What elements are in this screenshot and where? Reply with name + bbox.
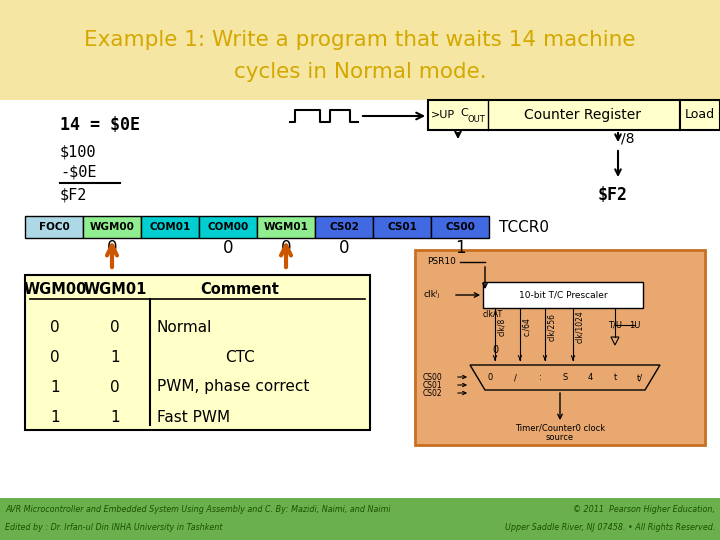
Bar bbox=[141, 216, 199, 238]
Bar bbox=[483, 282, 643, 308]
Text: 1: 1 bbox=[110, 349, 120, 364]
Text: CS00: CS00 bbox=[423, 373, 443, 381]
Text: 0: 0 bbox=[107, 239, 117, 257]
Text: :: : bbox=[539, 374, 541, 382]
Text: 14 = $0E: 14 = $0E bbox=[60, 116, 140, 134]
Text: source: source bbox=[546, 434, 574, 442]
Text: WGM01: WGM01 bbox=[84, 281, 147, 296]
Text: © 2011  Pearson Higher Education,: © 2011 Pearson Higher Education, bbox=[573, 505, 715, 515]
Bar bbox=[83, 216, 141, 238]
Bar bbox=[25, 275, 370, 430]
Text: Timer/Counter0 clock: Timer/Counter0 clock bbox=[515, 423, 605, 433]
Text: t: t bbox=[613, 374, 616, 382]
Text: 1: 1 bbox=[50, 380, 60, 395]
Text: Fast PWM: Fast PWM bbox=[157, 409, 230, 424]
Text: Example 1: Write a program that waits 14 machine: Example 1: Write a program that waits 14… bbox=[84, 30, 636, 50]
Text: WGM00: WGM00 bbox=[89, 222, 135, 232]
Text: TCCR0: TCCR0 bbox=[499, 219, 549, 234]
Text: clkᴵⱼ: clkᴵⱼ bbox=[423, 291, 439, 300]
Text: COM01: COM01 bbox=[149, 222, 191, 232]
Bar bbox=[428, 100, 680, 130]
Text: /8: /8 bbox=[621, 131, 634, 145]
Bar bbox=[680, 100, 720, 130]
Text: -$0E: -$0E bbox=[60, 165, 96, 179]
Text: CS01: CS01 bbox=[423, 381, 443, 389]
Text: 0: 0 bbox=[50, 349, 60, 364]
Text: clk/256: clk/256 bbox=[547, 313, 556, 341]
Text: Counter Register: Counter Register bbox=[524, 108, 642, 122]
Text: T/U: T/U bbox=[608, 321, 622, 329]
Bar bbox=[25, 216, 83, 238]
Text: Edited by : Dr. Irfan-ul Din INHA University in Tashkent: Edited by : Dr. Irfan-ul Din INHA Univer… bbox=[5, 523, 222, 531]
Text: 0: 0 bbox=[338, 239, 349, 257]
Text: OUT: OUT bbox=[468, 114, 486, 124]
Text: FOC0: FOC0 bbox=[39, 222, 69, 232]
Bar bbox=[315, 216, 373, 238]
Bar bbox=[0, 0, 720, 100]
Text: 0: 0 bbox=[281, 239, 292, 257]
Text: $F2: $F2 bbox=[60, 187, 87, 202]
Text: S: S bbox=[562, 374, 567, 382]
Text: COM00: COM00 bbox=[207, 222, 248, 232]
Text: CS01: CS01 bbox=[387, 222, 417, 232]
Text: Comment: Comment bbox=[201, 281, 279, 296]
Bar bbox=[0, 498, 720, 540]
Text: 0: 0 bbox=[110, 380, 120, 395]
Text: CS02: CS02 bbox=[423, 388, 443, 397]
Text: WGM00: WGM00 bbox=[23, 281, 86, 296]
Text: 1: 1 bbox=[110, 409, 120, 424]
Text: 0: 0 bbox=[110, 320, 120, 334]
Bar bbox=[431, 216, 489, 238]
Text: >UP: >UP bbox=[431, 110, 455, 120]
Text: PSR10: PSR10 bbox=[427, 258, 456, 267]
Bar bbox=[199, 216, 257, 238]
Bar bbox=[257, 216, 315, 238]
Text: C: C bbox=[460, 108, 468, 118]
Text: clk/1024: clk/1024 bbox=[575, 310, 584, 343]
Text: 1U: 1U bbox=[629, 321, 640, 329]
Text: $100: $100 bbox=[60, 145, 96, 159]
Text: 4: 4 bbox=[588, 374, 593, 382]
Text: clkAT: clkAT bbox=[483, 310, 503, 319]
Text: 0: 0 bbox=[50, 320, 60, 334]
Text: t/: t/ bbox=[637, 374, 643, 382]
Text: CS00: CS00 bbox=[445, 222, 475, 232]
Text: Load: Load bbox=[685, 109, 715, 122]
Text: Normal: Normal bbox=[157, 320, 212, 334]
Text: Upper Saddle River, NJ 07458. • All Rights Reserved.: Upper Saddle River, NJ 07458. • All Righ… bbox=[505, 523, 715, 531]
Text: $F2: $F2 bbox=[598, 186, 628, 204]
Bar bbox=[373, 216, 431, 238]
Bar bbox=[0, 100, 720, 498]
Text: CS02: CS02 bbox=[329, 222, 359, 232]
Text: CTC: CTC bbox=[225, 349, 255, 364]
Text: cycles in Normal mode.: cycles in Normal mode. bbox=[234, 62, 486, 82]
Text: c./64: c./64 bbox=[522, 318, 531, 336]
Text: 10-bit T/C Prescaler: 10-bit T/C Prescaler bbox=[518, 291, 607, 300]
Bar bbox=[415, 250, 705, 445]
Text: 0: 0 bbox=[222, 239, 233, 257]
Text: /: / bbox=[513, 374, 516, 382]
Text: AVR Microcontroller and Embedded System Using Assembly and C. By: Mazidi, Naimi,: AVR Microcontroller and Embedded System … bbox=[5, 505, 391, 515]
Text: 0: 0 bbox=[492, 345, 498, 355]
Text: 0: 0 bbox=[487, 374, 492, 382]
Text: WGM01: WGM01 bbox=[264, 222, 308, 232]
Text: PWM, phase correct: PWM, phase correct bbox=[157, 380, 310, 395]
Text: 1: 1 bbox=[455, 239, 465, 257]
Text: 1: 1 bbox=[50, 409, 60, 424]
Text: clk/8: clk/8 bbox=[497, 318, 506, 336]
